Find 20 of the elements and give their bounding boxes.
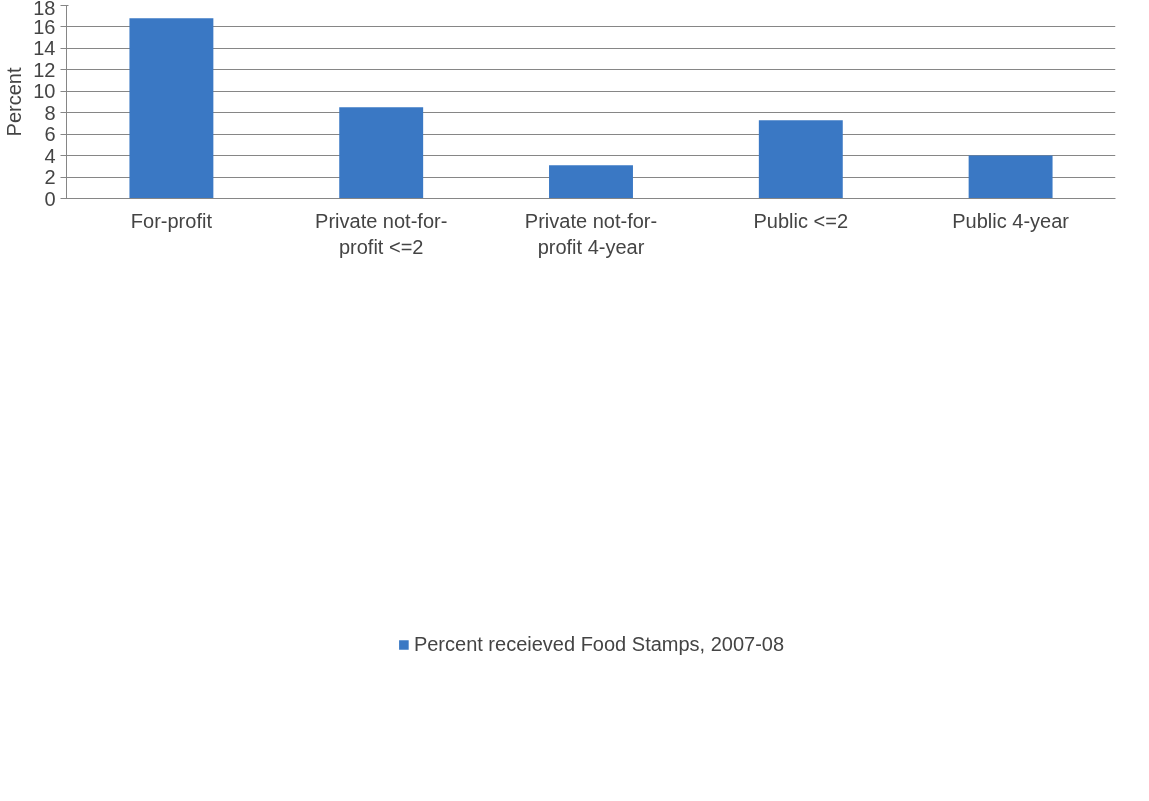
x-tick-label: For-profit <box>130 209 213 232</box>
y-tick-label: 8 <box>44 101 56 124</box>
bar <box>339 107 424 199</box>
y-axis-title: Percent <box>3 67 26 137</box>
y-tick-label: 10 <box>33 80 56 103</box>
bar <box>549 165 633 199</box>
x-tick-label: Private not-for-profit 4-year <box>524 209 658 258</box>
bar <box>129 18 214 199</box>
x-tick-label: Public 4-year <box>952 209 1070 232</box>
y-tick-label: 12 <box>33 58 56 81</box>
x-tick-label: Public <=2 <box>753 209 849 232</box>
bar <box>968 155 1053 199</box>
legend-label: Percent receieved Food Stamps, 2007-08 <box>413 632 785 656</box>
bar <box>758 120 843 199</box>
y-tick-label: 14 <box>33 37 56 60</box>
x-tick-label: Private not-for-profit <=2 <box>315 209 448 258</box>
y-tick-label: 2 <box>44 166 56 189</box>
y-tick-label: 4 <box>44 144 56 167</box>
y-tick-label: 6 <box>44 123 56 146</box>
y-tick-label: 0 <box>44 187 56 210</box>
